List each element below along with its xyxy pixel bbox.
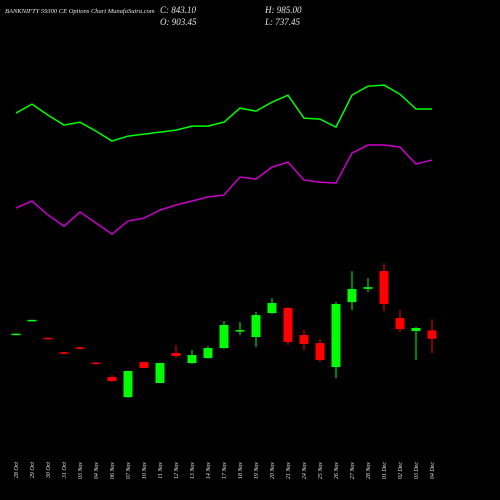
overlay-line — [15, 84, 432, 142]
low-label: L: 737.45 — [264, 17, 301, 27]
x-tick-label: 04 Dec — [429, 462, 436, 479]
x-tick-label: 06 Nov — [110, 462, 116, 480]
x-tick-label: 25 Nov — [318, 462, 324, 480]
candle-body — [331, 304, 341, 368]
candle-body — [203, 348, 213, 359]
x-tick-label: 03 Nov — [78, 462, 84, 480]
x-tick-label: 02 Dec — [398, 462, 404, 479]
x-tick-label: 26 Nov — [334, 462, 340, 480]
candle-body — [315, 343, 325, 361]
candle-body — [27, 319, 37, 322]
candle-body — [267, 303, 277, 313]
candle-body — [11, 333, 21, 336]
candle-body — [219, 324, 229, 349]
high-label: H: 985.00 — [264, 5, 302, 15]
candle-body — [251, 315, 261, 337]
x-tick-label: 18 Nov — [238, 462, 244, 480]
candle-body — [75, 347, 85, 349]
x-tick-label: 27 Nov — [350, 462, 356, 480]
candle-body — [299, 335, 309, 345]
candle-body — [91, 362, 101, 365]
x-tick-label: 10 Nov — [142, 462, 148, 480]
candle-body — [187, 355, 197, 364]
candle-body — [411, 328, 421, 332]
x-tick-label: 31 Oct — [62, 462, 68, 479]
x-tick-label: 03 Dec — [414, 462, 420, 479]
x-tick-label: 21 Nov — [286, 462, 292, 480]
x-tick-label: 29 Oct — [30, 462, 36, 478]
x-tick-label: 17 Nov — [222, 462, 228, 480]
x-tick-label: 04 Nov — [93, 462, 100, 480]
x-tick-label: 01 Dec — [382, 462, 388, 479]
x-tick-label: 11 Nov — [158, 462, 164, 479]
x-tick-label: 12 Nov — [174, 462, 180, 480]
open-label: O: 903.45 — [160, 17, 197, 27]
candle-body — [347, 288, 357, 303]
candle-body — [43, 337, 53, 340]
overlay-line — [15, 144, 433, 236]
candle-body — [283, 308, 293, 342]
x-tick-label: 07 Nov — [126, 462, 132, 480]
chart-title: BANKNIFTY 59300 CE Options Chart MunafaS… — [5, 8, 155, 15]
x-tick-label: 28 Oct — [14, 462, 20, 478]
x-tick-label: 13 Nov — [190, 462, 196, 480]
candle-body — [395, 318, 405, 330]
x-tick-label: 19 Nov — [254, 462, 260, 480]
candle-body — [427, 330, 437, 339]
candle-body — [363, 287, 373, 289]
close-label: C: 843.10 — [160, 5, 197, 15]
candle-body — [123, 371, 133, 398]
candle-body — [139, 362, 149, 368]
candle-body — [379, 271, 389, 305]
candle-body — [235, 330, 245, 332]
x-tick-label: 20 Nov — [270, 462, 276, 480]
x-tick-label: 14 Nov — [205, 462, 212, 480]
x-tick-label: 30 Oct — [46, 462, 52, 479]
candle-body — [171, 352, 181, 357]
x-tick-label: 28 Nov — [366, 462, 372, 480]
x-tick-label: 24 Nov — [301, 462, 308, 480]
candle-body — [59, 352, 69, 354]
candle-body — [155, 363, 165, 384]
candle-body — [107, 376, 117, 381]
